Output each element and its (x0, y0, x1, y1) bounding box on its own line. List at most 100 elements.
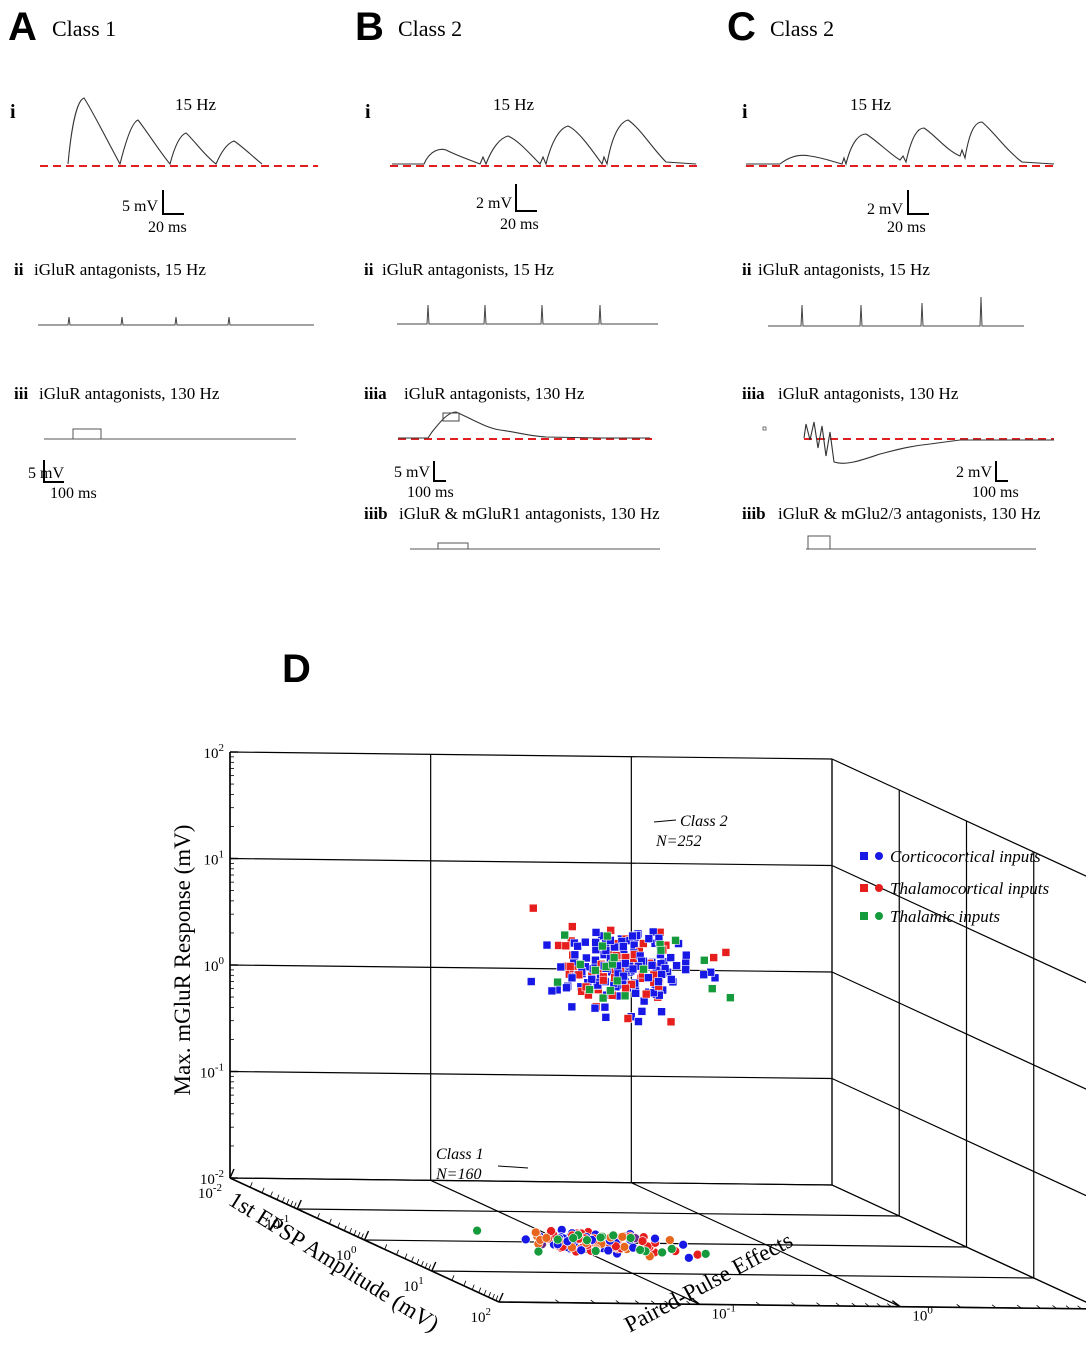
minor-tick (404, 1253, 408, 1259)
data-point-square (582, 953, 591, 963)
tick-exponent: 0 (927, 1305, 933, 1317)
data-point-square (542, 940, 552, 950)
data-point-circle (568, 1233, 579, 1243)
tick-label: 101 (204, 849, 225, 869)
tick-label: 102 (471, 1306, 492, 1326)
data-point-square (699, 970, 709, 980)
data-point-square (628, 964, 638, 974)
condition-label: iGluR antagonists, 130 Hz (39, 384, 220, 403)
data-point-square (585, 985, 594, 994)
marker-square (762, 426, 767, 431)
tick-exponent: -1 (280, 1213, 289, 1225)
data-point-circle (700, 1249, 711, 1259)
minor-tick (276, 1194, 280, 1200)
stim-burst (437, 542, 469, 550)
data-point-circle (576, 1245, 587, 1256)
scale-time: 20 ms (500, 216, 539, 233)
stim-frequency: 15 Hz (175, 95, 217, 114)
sub-numeral: ii (14, 260, 24, 279)
data-point-square (612, 976, 622, 986)
class-name: Class 2 (680, 813, 728, 830)
grid-line (229, 751, 833, 760)
grid-line (229, 1177, 833, 1186)
minor-tick (991, 1304, 997, 1309)
data-point-square (657, 970, 666, 979)
sub-numeral: iiib (742, 504, 766, 523)
data-point-square (600, 1002, 610, 1012)
grid-line (831, 1184, 1086, 1303)
stim-burst (442, 412, 460, 422)
data-point-circle (610, 1241, 621, 1252)
panel-b: B Class 2 i 15 Hz 2 mV 20 ms ii iGluR an… (355, 5, 698, 550)
data-point-square (573, 941, 582, 951)
grid-line (364, 1239, 967, 1248)
tick-exponent: 1 (418, 1275, 424, 1287)
minor-tick (635, 1300, 640, 1304)
data-point-square (631, 989, 641, 998)
data-point-square (556, 962, 566, 972)
data-point-circle (472, 1225, 482, 1236)
data-point-circle (666, 1244, 677, 1254)
data-point-circle (635, 1245, 646, 1255)
legend-square-marker (860, 884, 868, 892)
tick-label: 10-1 (200, 1062, 224, 1082)
scale-time: 100 ms (972, 484, 1019, 501)
legend-circle-marker (875, 852, 883, 860)
sub-numeral: ii (364, 260, 374, 279)
mglur-response-trace (398, 411, 650, 439)
panel-letter: A (8, 5, 37, 49)
data-point-square (621, 959, 630, 968)
sub-numeral: iiia (364, 384, 387, 403)
sub-numeral: iiib (364, 504, 388, 523)
minor-tick (337, 1222, 341, 1228)
data-point-square (666, 1017, 676, 1027)
grid-line (229, 857, 833, 867)
minor-tick (1036, 1304, 1041, 1309)
minor-tick (664, 1300, 669, 1305)
minor-tick (755, 1301, 761, 1306)
data-point-square (561, 941, 571, 951)
data-point-square (656, 945, 666, 955)
minor-tick (343, 1225, 347, 1231)
data-point-square (707, 984, 717, 993)
tick-mark (229, 1168, 235, 1179)
data-point-square (681, 965, 690, 974)
tick-exponent: -2 (215, 1168, 224, 1180)
data-point-square (526, 977, 536, 986)
minor-tick (1065, 1305, 1071, 1309)
data-point-square (560, 930, 569, 940)
data-point-square (602, 931, 612, 941)
tick-exponent: 2 (219, 742, 225, 754)
data-point-square (567, 1002, 577, 1012)
data-point-square (644, 934, 654, 943)
minor-tick (865, 1302, 870, 1307)
tick-exponent: 0 (351, 1244, 357, 1256)
data-point-square (647, 960, 657, 970)
data-point-square (606, 986, 615, 995)
minor-tick (361, 1233, 364, 1239)
data-point-square (591, 965, 600, 975)
data-point-square (609, 953, 619, 962)
data-point-circle (650, 1233, 660, 1244)
grid-line (831, 971, 1086, 1090)
panel-c: C Class 2 i 15 Hz 2 mV 20 ms ii iGluR an… (727, 5, 1056, 550)
epsp-trace (746, 121, 1055, 166)
grid-line (831, 1077, 1086, 1197)
data-point-square (598, 941, 607, 951)
scale-bar (43, 460, 64, 483)
scale-time: 100 ms (407, 484, 454, 501)
data-point-circle (625, 1233, 636, 1243)
3d-plot-box (229, 751, 1086, 1310)
tick-mark (891, 1300, 901, 1308)
panel-letter: D (282, 647, 311, 691)
data-point-square (666, 953, 676, 962)
minor-tick (290, 1200, 294, 1207)
legend-item: Thalamic inputs (860, 907, 1000, 926)
minor-tick (357, 1231, 361, 1238)
minor-tick (420, 1261, 424, 1267)
epsp-trace (67, 97, 263, 166)
minor-tick (615, 1300, 621, 1304)
data-point-square (598, 993, 608, 1003)
